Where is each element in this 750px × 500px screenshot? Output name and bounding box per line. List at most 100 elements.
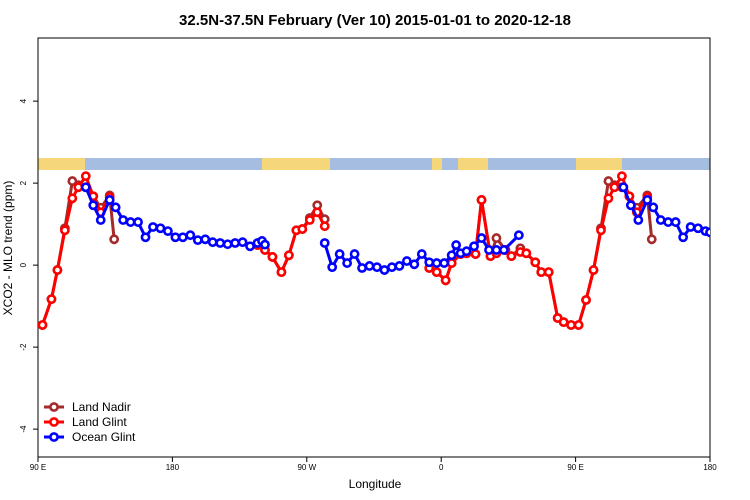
data-point xyxy=(558,317,569,328)
data-point xyxy=(46,294,57,305)
data-point xyxy=(573,320,584,330)
data-point xyxy=(125,217,136,227)
data-point xyxy=(678,232,689,243)
data-point xyxy=(118,215,129,225)
series-line xyxy=(41,178,654,327)
data-point xyxy=(536,267,547,277)
data-point xyxy=(431,267,442,277)
data-point xyxy=(38,320,48,330)
data-point xyxy=(222,239,233,250)
data-point xyxy=(461,246,472,257)
data-point xyxy=(705,227,710,238)
data-point xyxy=(513,230,524,241)
series-line xyxy=(84,186,710,272)
data-point xyxy=(319,221,330,232)
data-point xyxy=(245,241,255,252)
series-line xyxy=(41,172,649,327)
data-point xyxy=(655,215,666,225)
legend-label: Land Glint xyxy=(72,415,127,429)
data-point xyxy=(642,195,653,205)
data-point xyxy=(148,222,158,232)
data-point xyxy=(297,224,308,234)
data-point xyxy=(491,245,502,255)
data-point xyxy=(110,202,121,213)
data-point xyxy=(693,223,703,234)
data-point xyxy=(424,257,435,268)
data-point xyxy=(603,193,614,204)
data-point xyxy=(484,245,494,255)
y-axis-label: XCO2 - MLO trend (ppm) xyxy=(1,181,15,316)
data-point xyxy=(327,262,338,273)
data-point xyxy=(530,257,541,268)
data-point xyxy=(73,182,84,193)
x-tick-label: 90 W xyxy=(297,463,316,472)
data-point xyxy=(440,275,451,286)
x-tick-label: 180 xyxy=(703,463,717,472)
data-point xyxy=(133,217,143,227)
legend-label: Ocean Glint xyxy=(72,430,136,444)
data-point xyxy=(646,234,657,245)
data-point xyxy=(276,267,287,277)
data-point xyxy=(506,251,517,262)
data-point xyxy=(685,222,696,232)
data-point xyxy=(185,230,196,241)
data-point xyxy=(80,182,91,193)
data-point xyxy=(192,235,203,246)
x-tick-label: 180 xyxy=(166,463,180,472)
data-point xyxy=(334,249,345,259)
y-tick-label: -2 xyxy=(19,343,28,351)
data-point xyxy=(499,245,509,255)
data-point xyxy=(163,226,173,237)
x-tick-label: 90 E xyxy=(567,463,583,472)
data-point xyxy=(670,217,681,227)
x-tick-label: 0 xyxy=(439,463,444,472)
data-point xyxy=(387,262,397,273)
data-point xyxy=(491,233,502,243)
data-point xyxy=(349,249,360,259)
y-tick-label: 0 xyxy=(19,262,28,267)
data-point xyxy=(625,200,636,211)
y-tick-label: 4 xyxy=(19,98,28,103)
data-point xyxy=(596,225,606,236)
legend-marker xyxy=(49,432,59,442)
x-tick-label: 90 E xyxy=(30,463,46,472)
data-point xyxy=(609,182,620,193)
data-point xyxy=(521,248,532,259)
data-point xyxy=(267,252,278,262)
data-point xyxy=(581,295,591,305)
data-point xyxy=(566,320,577,330)
data-point xyxy=(439,258,450,268)
legend-marker xyxy=(49,402,59,412)
data-point xyxy=(140,232,151,243)
data-point xyxy=(230,238,241,248)
data-point xyxy=(616,171,627,182)
plot-area xyxy=(38,171,710,330)
data-point xyxy=(633,215,644,225)
data-point xyxy=(177,232,188,243)
legend-label: Land Nadir xyxy=(72,400,131,414)
data-point xyxy=(283,250,294,261)
data-point xyxy=(451,240,462,250)
y-tick-label: 2 xyxy=(19,180,28,185)
data-point xyxy=(319,238,330,248)
data-point xyxy=(476,195,487,205)
data-point xyxy=(304,215,315,225)
data-point xyxy=(409,259,420,270)
data-point xyxy=(155,223,166,234)
data-point xyxy=(379,265,390,275)
chart-title: 32.5N-37.5N February (Ver 10) 2015-01-01… xyxy=(179,12,571,29)
data-point xyxy=(476,233,487,243)
data-point xyxy=(431,258,442,268)
plot-frame xyxy=(37,37,711,458)
data-point xyxy=(543,267,554,277)
data-point xyxy=(215,238,226,248)
data-point xyxy=(109,234,120,245)
data-point xyxy=(416,249,427,259)
data-point xyxy=(648,202,659,213)
x-axis-label: Longitude xyxy=(349,477,402,491)
data-point xyxy=(88,200,99,211)
data-point xyxy=(95,215,106,225)
data-point xyxy=(470,249,481,259)
data-point xyxy=(207,237,218,248)
